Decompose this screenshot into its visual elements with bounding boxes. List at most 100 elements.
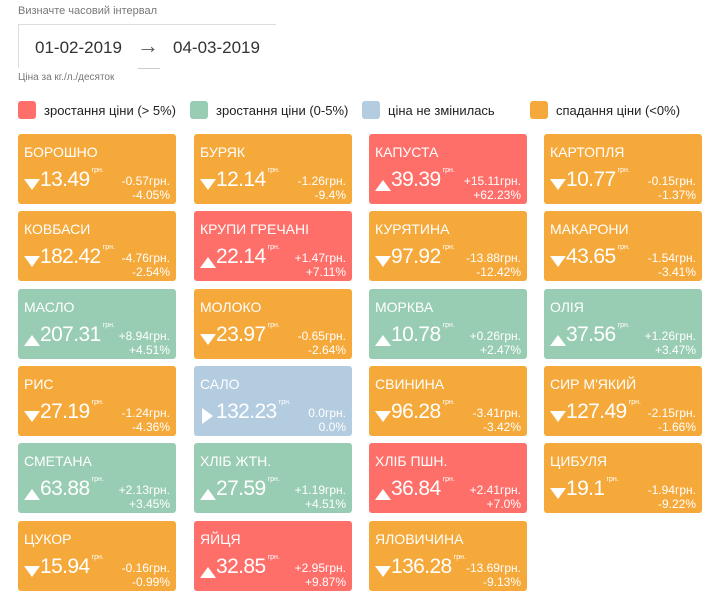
price-block: 19.1 грн. <box>566 476 619 501</box>
product-card: БУРЯК 12.14 грн. -1.26грн. -9.4% <box>194 134 352 204</box>
trend-down-icon <box>375 410 391 422</box>
price-delta-percent: -1.37% <box>657 188 696 202</box>
price-block: 32.85 грн. <box>216 553 280 579</box>
price-block: 207.31 грн. <box>40 322 115 347</box>
product-price: 63.88 <box>40 477 90 501</box>
product-name: ЦИБУЛЯ <box>550 453 608 470</box>
product-price: 37.56 <box>566 322 616 346</box>
product-price: 15.94 <box>40 554 90 578</box>
legend-label: зростання ціни (> 5%) <box>44 102 177 118</box>
product-price: 19.1 <box>566 477 605 501</box>
product-name: МОРКВА <box>375 298 434 315</box>
price-block: 22.14 грн. <box>216 244 280 269</box>
price-delta-percent: -3.41% <box>657 265 696 280</box>
product-card: БОРОШНО 13.49 грн. -0.57грн. -4.05% <box>18 134 176 204</box>
product-name: ОЛІЯ <box>550 298 584 315</box>
price-block: 182.42 грн. <box>40 244 115 269</box>
price-delta: -13.88грн. <box>465 251 521 266</box>
price-block: 37.56 грн. <box>566 322 630 347</box>
price-block: 10.78 грн. <box>391 321 455 347</box>
date-range-picker[interactable]: 01-02-2019 → 04-03-2019 <box>18 24 276 69</box>
currency-label: грн. <box>267 476 280 484</box>
currency-label: грн. <box>442 321 455 329</box>
price-block: 12.14 грн. <box>216 167 280 192</box>
product-card: ЯЙЦЯ 32.85 грн. +2.95грн. +9.87% <box>194 520 352 591</box>
product-price: 36.84 <box>391 477 441 501</box>
price-block: 10.77 грн. <box>566 167 630 192</box>
price-delta-percent: -9.4% <box>314 188 346 202</box>
price-delta: +1.26грн. <box>644 328 696 343</box>
trend-up-icon <box>375 489 391 501</box>
product-price: 23.97 <box>216 322 266 346</box>
legend-item: ціна не змінилась <box>362 101 495 119</box>
product-card: МОЛОКО 23.97 грн. -0.65грн. -2.64% <box>194 288 352 359</box>
price-block: 127.49 грн. <box>566 399 641 424</box>
price-delta-percent: -1.66% <box>657 419 696 434</box>
price-delta: -2.15грн. <box>647 405 696 420</box>
trend-down-icon <box>550 179 566 190</box>
price-delta-percent: +3.47% <box>654 342 696 357</box>
product-card: КАРТОПЛЯ 10.77 грн. -0.15грн. -1.37% <box>544 134 702 204</box>
trend-up-icon <box>24 489 40 501</box>
product-card: КРУПИ ГРЕЧАНІ 22.14 грн. +1.47грн. +7.11… <box>194 211 352 282</box>
price-delta: +15.11грн. <box>463 174 521 188</box>
price-delta-percent: -4.36% <box>131 419 170 434</box>
currency-label: грн. <box>91 476 104 484</box>
trend-up-icon <box>24 334 40 346</box>
price-block: 97.92 грн. <box>391 244 455 269</box>
trend-down-icon <box>375 565 391 577</box>
product-price: 27.19 <box>40 399 90 423</box>
product-name: КАПУСТА <box>375 144 439 160</box>
trend-up-icon <box>200 257 216 269</box>
date-from-input[interactable]: 01-02-2019 <box>35 38 122 57</box>
product-name: СВИНИНА <box>375 375 445 392</box>
price-block: 96.28 грн. <box>391 399 455 424</box>
price-delta: +0.26грн. <box>469 328 521 343</box>
price-delta: -1.24грн. <box>121 405 170 420</box>
price-delta: +2.41грн. <box>469 483 521 498</box>
product-card: ЯЛОВИЧИНА 136.28 грн. -13.69грн. -9.13% <box>369 520 527 591</box>
product-price: 127.49 <box>566 399 627 423</box>
trend-down-icon <box>550 410 566 422</box>
product-name: САЛО <box>200 375 240 392</box>
product-name: КУРЯТИНА <box>375 221 450 238</box>
product-name: ЦУКОР <box>24 530 72 547</box>
trend-down-icon <box>24 410 40 422</box>
legend-item: спадання ціни (<0%) <box>530 101 680 119</box>
price-delta: -13.69грн. <box>465 560 521 575</box>
price-delta-percent: +3.45% <box>128 497 170 512</box>
product-price: 10.77 <box>566 168 616 191</box>
product-name: ЯЙЦЯ <box>200 530 241 547</box>
product-card: СВИНИНА 96.28 грн. -3.41грн. -3.42% <box>369 365 527 436</box>
product-name: БУРЯК <box>200 144 246 160</box>
legend-label: ціна не змінилась <box>388 102 495 118</box>
currency-label: грн. <box>453 553 466 561</box>
price-delta-percent: +7.11% <box>305 265 346 280</box>
price-delta-percent: +9.87% <box>304 574 346 589</box>
price-delta: +1.19грн. <box>294 483 346 498</box>
price-delta: -0.65грн. <box>297 328 346 343</box>
product-name: СМЕТАНА <box>24 453 92 470</box>
product-price: 207.31 <box>40 322 101 346</box>
legend-swatch <box>190 101 208 119</box>
currency-label: грн. <box>267 553 280 561</box>
divider <box>138 68 160 69</box>
price-delta-percent: -0.99% <box>131 574 170 589</box>
currency-label: грн. <box>617 167 630 174</box>
currency-label: грн. <box>442 476 455 484</box>
product-card: МОРКВА 10.78 грн. +0.26грн. +2.47% <box>369 288 527 359</box>
price-delta-percent: +2.47% <box>479 342 521 357</box>
price-delta: +2.95грн. <box>294 560 346 575</box>
trend-up-icon <box>375 180 391 191</box>
price-block: 43.65 грн. <box>566 244 630 269</box>
product-price: 39.39 <box>391 168 441 191</box>
trend-right-icon <box>202 407 213 424</box>
price-delta-percent: -2.64% <box>307 342 346 357</box>
product-name: МОЛОКО <box>200 298 262 315</box>
product-name: БОРОШНО <box>24 144 98 160</box>
trend-down-icon <box>24 565 40 577</box>
price-block: 27.59 грн. <box>216 476 280 501</box>
date-to-input[interactable]: 04-03-2019 <box>173 38 260 57</box>
currency-label: грн. <box>278 398 291 406</box>
trend-down-icon <box>550 488 566 500</box>
